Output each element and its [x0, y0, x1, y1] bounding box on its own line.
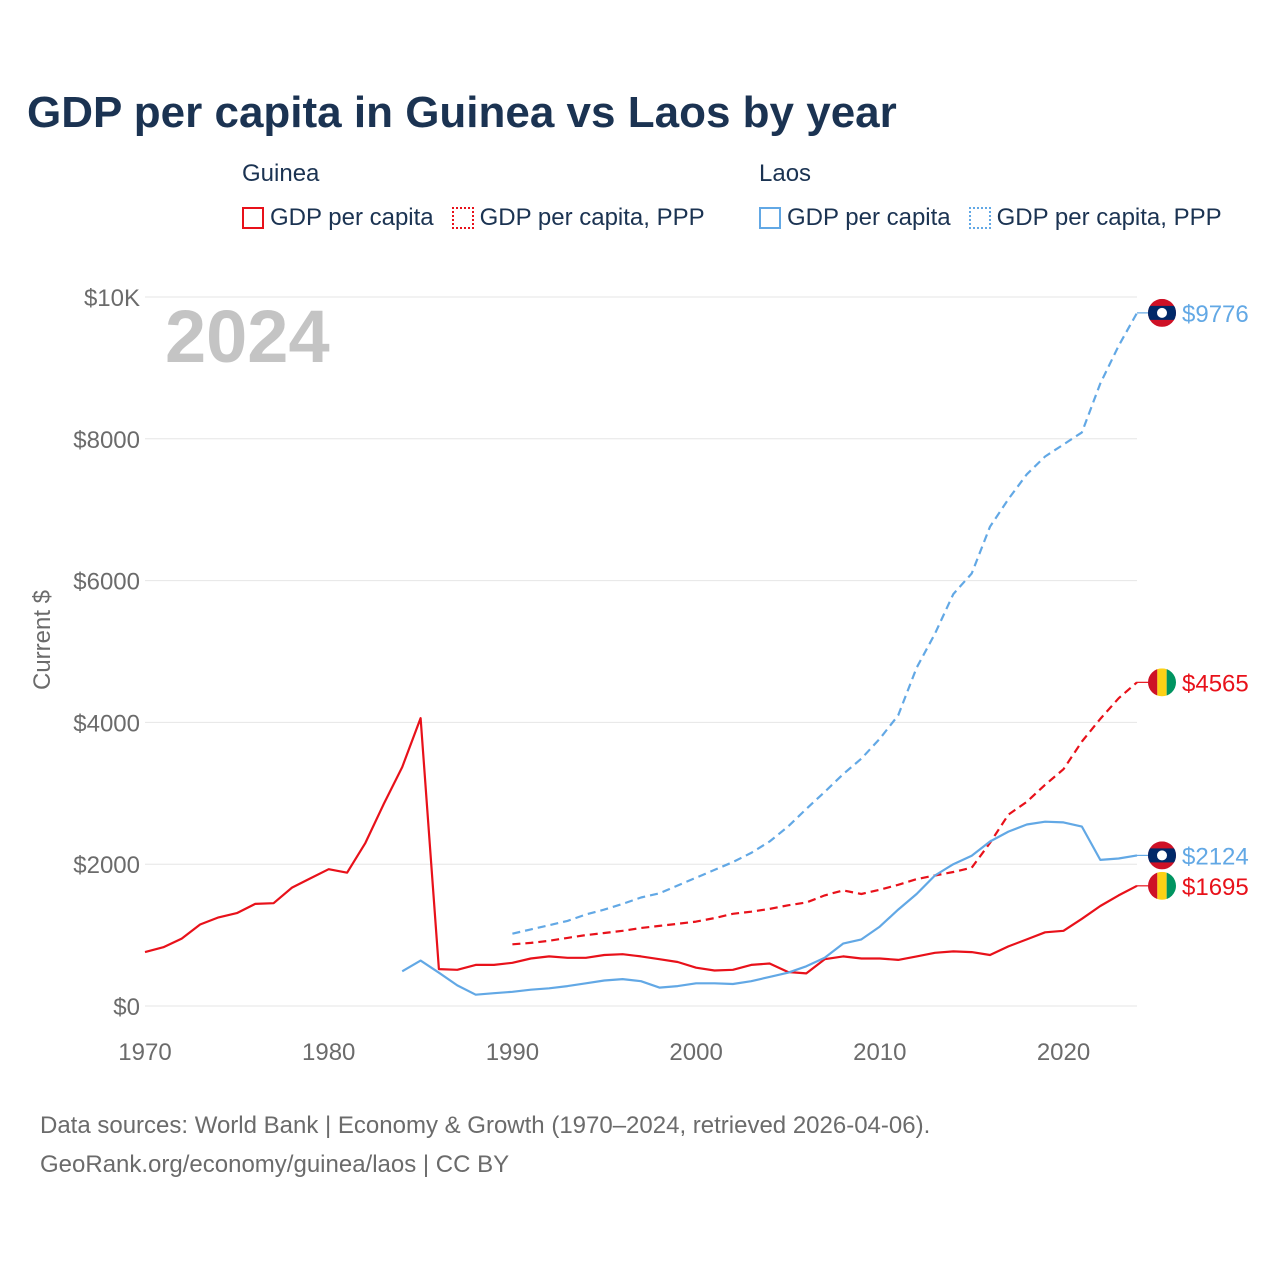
legend-label: GDP per capita, PPP: [996, 204, 1222, 231]
y-tick-label: $0: [113, 994, 140, 1021]
laos-flag-icon: [1148, 841, 1176, 870]
legend-item-guinea-gdp-ppp[interactable]: GDP per capita, PPP: [451, 204, 705, 232]
series-line-laos-gdp-per-capita[interactable]: [401, 820, 1138, 996]
series-line-guinea-gdp-per-capita-ppp[interactable]: [512, 681, 1138, 946]
laos-flag-icon: [1148, 298, 1176, 327]
legend-label: GDP per capita, PPP: [479, 204, 705, 231]
y-tick-label: $6000: [73, 569, 140, 596]
legend-swatch-dotted-icon: [968, 207, 991, 229]
legend-group-laos: Laos GDP per capita GDP per capita, PPP: [759, 160, 1222, 232]
footer: Data sources: World Bank | Economy & Gro…: [40, 1106, 930, 1184]
x-tick-label: 1980: [302, 1039, 355, 1066]
x-tick-label: 2010: [853, 1039, 906, 1066]
end-value-label: $1695: [1182, 874, 1249, 901]
legend-swatch-solid-icon: [242, 207, 264, 229]
x-tick-label: 2020: [1037, 1039, 1090, 1066]
line-chart: 2024 Current $ $0 $2000 $4000 $6000 $8000 $10…: [29, 285, 1249, 1066]
y-tick-label: $2000: [73, 852, 140, 879]
x-tick-label: 1990: [486, 1039, 539, 1066]
chart-title: GDP per capita in Guinea vs Laos by year: [27, 88, 897, 137]
legend-group-name: Guinea: [242, 160, 320, 187]
legend-swatch-solid-icon: [759, 207, 781, 229]
legend-swatch-dotted-icon: [451, 207, 474, 229]
legend-item-guinea-gdp[interactable]: GDP per capita: [242, 204, 434, 232]
guinea-flag-icon: [1148, 668, 1176, 697]
legend-label: GDP per capita: [787, 204, 951, 231]
legend-label: GDP per capita: [270, 204, 434, 231]
series-line-guinea-gdp-per-capita[interactable]: [144, 716, 1138, 975]
y-tick-label: $4000: [73, 710, 140, 737]
y-tick-label: $10K: [84, 285, 140, 312]
y-tick-label: $8000: [73, 427, 140, 454]
end-value-label: $9776: [1182, 301, 1249, 328]
guinea-flag-icon: [1148, 871, 1176, 900]
end-value-label: $4565: [1182, 670, 1249, 697]
end-value-label: $2124: [1182, 843, 1249, 870]
legend-item-laos-gdp-ppp[interactable]: GDP per capita, PPP: [968, 204, 1222, 232]
data-source-note: Data sources: World Bank | Economy & Gro…: [40, 1112, 931, 1139]
x-tick-label: 2000: [669, 1039, 722, 1066]
legend-item-laos-gdp[interactable]: GDP per capita: [759, 204, 951, 232]
year-watermark: 2024: [165, 295, 330, 378]
legend-group-guinea: Guinea GDP per capita GDP per capita, PP…: [242, 160, 705, 232]
series-line-laos-gdp-per-capita-ppp[interactable]: [512, 312, 1138, 935]
x-tick-label: 1970: [118, 1039, 171, 1066]
source-link[interactable]: GeoRank.org/economy/guinea/laos | CC BY: [40, 1151, 510, 1178]
y-axis-label: Current $: [29, 590, 56, 690]
legend-group-name: Laos: [759, 160, 812, 187]
